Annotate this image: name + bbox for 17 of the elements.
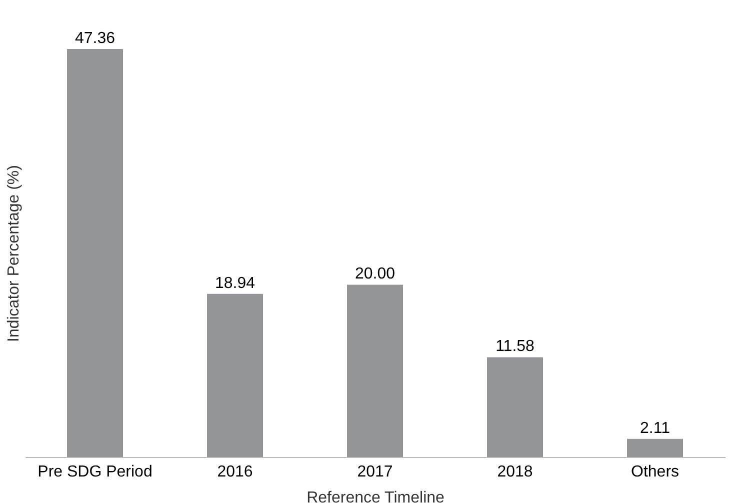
x-tick-label: 2018 [497, 464, 533, 480]
data-label: 2.11 [640, 420, 670, 437]
x-tick-label: 2017 [357, 464, 393, 480]
bar [627, 438, 683, 457]
data-label: 20.00 [354, 266, 396, 283]
bar [207, 294, 263, 457]
data-label: 11.58 [496, 338, 535, 356]
bar [487, 357, 543, 457]
x-tick-label: Pre SDG Period [38, 464, 152, 480]
bar [67, 49, 123, 457]
data-label: 47.36 [74, 30, 116, 47]
y-axis-title: Indicator Percentage (%) [6, 165, 22, 342]
x-tick-label: 2016 [217, 464, 253, 480]
data-label: 18.94 [214, 274, 256, 292]
x-tick-label: Others [630, 464, 680, 480]
x-axis-title: Reference Timeline [306, 490, 445, 503]
bar [347, 284, 403, 457]
